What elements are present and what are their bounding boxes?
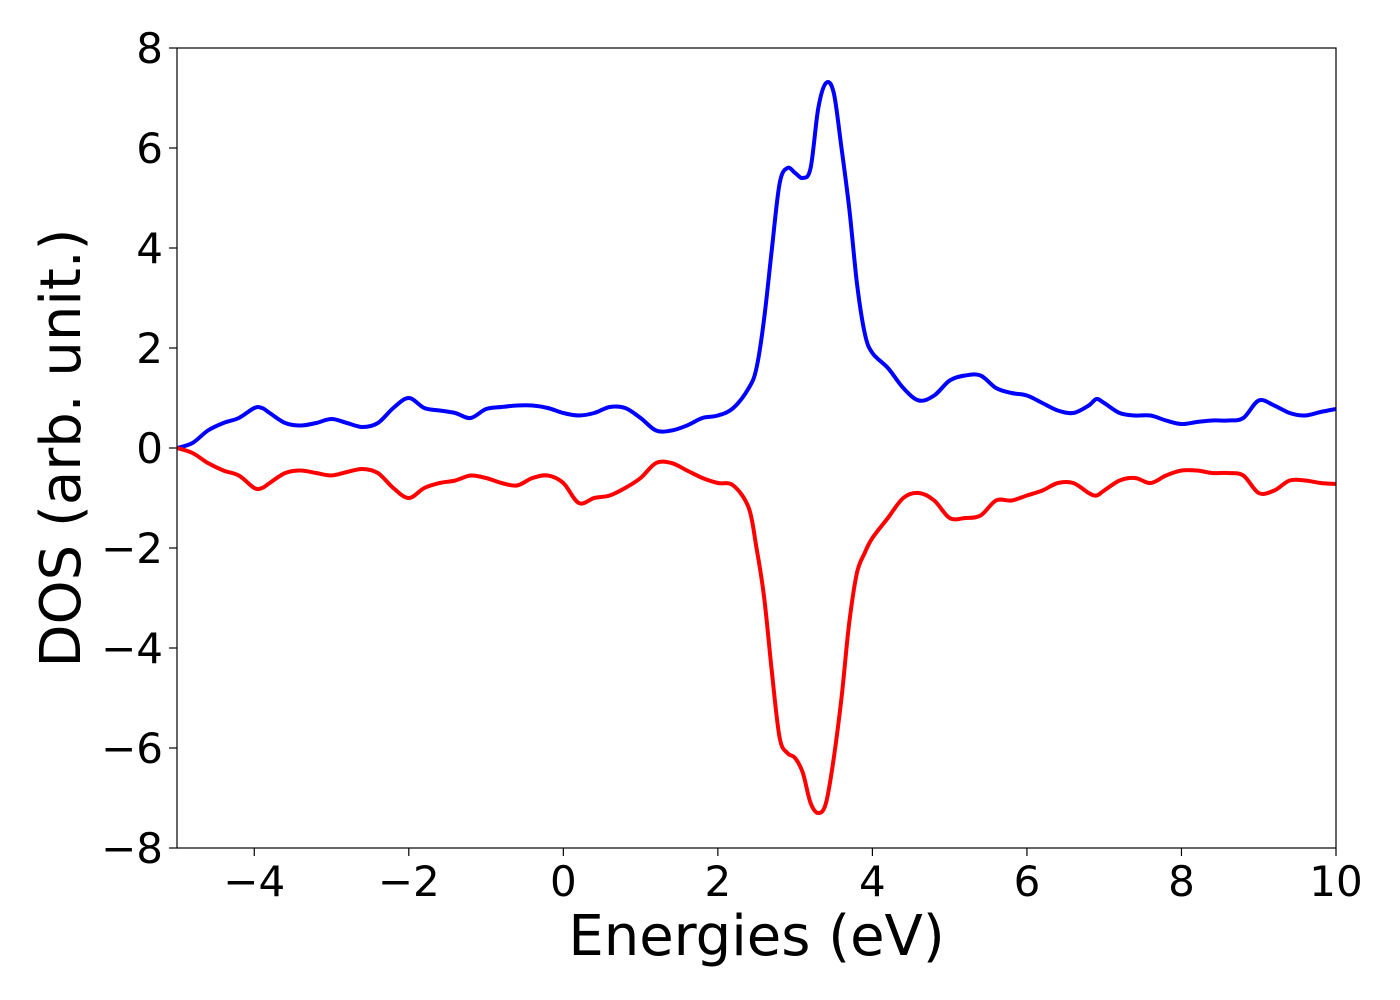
- series-line-0: [177, 80, 1336, 450]
- x-axis-label: Energies (eV): [568, 904, 944, 969]
- y-tick-label: −6: [101, 724, 163, 773]
- series-line-1: [177, 446, 1336, 815]
- y-tick-label: 6: [136, 124, 163, 173]
- y-tick-label: 0: [136, 424, 163, 473]
- y-axis: −8 −6 −4 −2 0 2 4 6 8: [101, 24, 177, 873]
- y-tick-label: 8: [136, 24, 163, 73]
- y-tick-label: −8: [101, 824, 163, 873]
- x-tick-label: 4: [859, 857, 886, 906]
- y-tick-label: −2: [101, 524, 163, 573]
- x-tick-label: 2: [704, 857, 731, 906]
- y-tick-label: −4: [101, 624, 163, 673]
- y-tick-label: 4: [136, 224, 163, 273]
- y-axis-label: DOS (arb. unit.): [29, 228, 94, 667]
- plot-area: [177, 80, 1336, 815]
- x-tick-label: −4: [223, 857, 285, 906]
- x-tick-label: 8: [1168, 857, 1195, 906]
- y-tick-label: 2: [136, 324, 163, 373]
- x-tick-label: 0: [550, 857, 577, 906]
- x-axis: −4 −2 0 2 4 6 8 10: [223, 848, 1363, 906]
- x-tick-label: 10: [1309, 857, 1362, 906]
- x-tick-label: −2: [378, 857, 440, 906]
- x-tick-label: 6: [1014, 857, 1041, 906]
